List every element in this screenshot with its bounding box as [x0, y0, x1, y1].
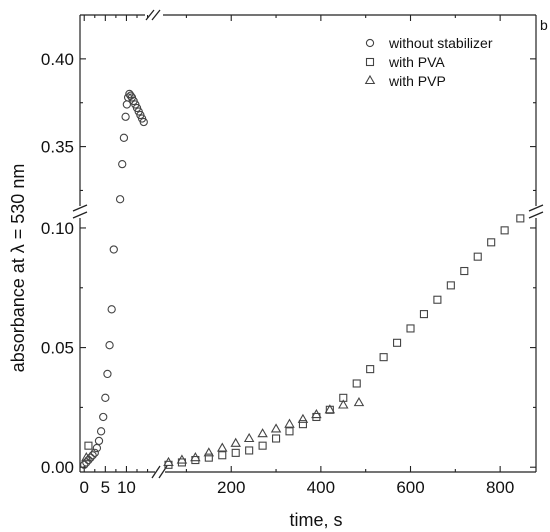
x-axis-title: time, s	[289, 510, 342, 530]
data-point-with-pva	[285, 427, 294, 436]
data-point-with-pva	[218, 451, 227, 460]
data-point-with-pvp	[176, 454, 188, 464]
data-point-without-stabilizer	[115, 195, 125, 204]
y-tick-label: 0.05	[41, 339, 74, 358]
data-point-with-pva	[84, 441, 93, 450]
tick-labels: 0 5 10 200 400 600 800 0.00 0.05 0.10 0.35 0.40	[41, 50, 514, 497]
data-point-without-stabilizer	[80, 460, 89, 469]
data-point-without-stabilizer	[109, 245, 118, 254]
data-point-with-pva	[433, 295, 442, 304]
x-tick-label: 0	[79, 478, 88, 497]
data-point-without-stabilizer	[86, 453, 95, 462]
x-tick-label: 10	[117, 478, 136, 497]
y-tick-label: 0.35	[41, 138, 74, 157]
legend: without stabilizer with PVA with PVP	[364, 35, 493, 89]
data-point-with-pvp	[163, 456, 174, 466]
data-point-without-stabilizer	[96, 427, 106, 436]
data-point-with-pvp	[257, 428, 268, 438]
data-point-with-pvp	[203, 447, 215, 457]
x-break-mark-top	[145, 9, 155, 21]
data-point-with-pvp	[338, 399, 349, 409]
data-point-with-pva	[487, 238, 496, 247]
data-point-with-pva	[393, 338, 402, 347]
data-point-with-pva	[366, 365, 375, 374]
y-axis-title: absorbance at λ = 530 nm	[8, 164, 28, 373]
data-point-without-stabilizer	[103, 369, 112, 379]
x-break-mark-bottom	[151, 465, 161, 479]
legend-item-with-pva: with PVA	[365, 54, 445, 70]
panel-letter: b	[540, 17, 548, 33]
data-points	[80, 89, 525, 469]
data-point-with-pvp	[324, 404, 336, 414]
y-break-mark-right	[528, 204, 544, 212]
data-point-with-pva	[258, 441, 267, 450]
data-point-with-pva	[500, 226, 509, 235]
data-point-with-pva	[473, 252, 482, 261]
data-point-with-pva	[516, 214, 525, 223]
data-point-with-pvp	[217, 442, 228, 452]
legend-label-with-pva: with PVA	[388, 54, 445, 70]
data-point-with-pva	[419, 310, 429, 319]
data-point-with-pvp	[353, 397, 365, 407]
data-point-with-pva	[271, 434, 281, 443]
plot-frame	[72, 9, 544, 479]
y-break-mark-right	[528, 211, 544, 219]
y-tick-label: 0.10	[41, 219, 74, 238]
data-point-with-pvp	[243, 432, 255, 443]
data-point-without-stabilizer	[88, 451, 97, 460]
data-point-with-pva	[406, 324, 415, 333]
data-point-with-pvp	[284, 418, 295, 428]
data-point-with-pvp	[270, 423, 282, 433]
data-point-with-pva	[204, 453, 213, 462]
data-point-without-stabilizer	[105, 341, 114, 350]
data-point-with-pva	[352, 379, 361, 388]
data-point-with-pvp	[297, 413, 309, 423]
data-point-without-stabilizer	[101, 393, 110, 402]
data-point-without-stabilizer	[119, 133, 129, 142]
legend-label-without-stabilizer: without stabilizer	[388, 35, 493, 51]
data-point-without-stabilizer	[107, 305, 116, 314]
data-point-without-stabilizer	[82, 458, 91, 467]
data-point-with-pva	[298, 420, 307, 429]
data-point-without-stabilizer	[118, 159, 127, 169]
data-point-with-pva	[245, 446, 254, 455]
y-tick-label: 0.00	[41, 458, 74, 477]
legend-item-with-pvp: with PVP	[364, 73, 446, 89]
legend-triangle-marker	[364, 74, 376, 85]
x-tick-label: 800	[486, 478, 514, 497]
data-point-without-stabilizer	[122, 100, 132, 109]
y-break-mark-left	[72, 211, 88, 219]
y-break-mark-left	[72, 204, 88, 212]
x-tick-label: 200	[217, 478, 245, 497]
x-break-mark-top	[151, 9, 161, 21]
data-point-without-stabilizer	[99, 412, 108, 422]
data-point-with-pva	[460, 266, 469, 276]
data-point-with-pvp	[311, 408, 322, 419]
data-point-with-pva	[446, 281, 455, 290]
y-tick-label: 0.40	[41, 50, 74, 69]
data-point-without-stabilizer	[121, 112, 130, 121]
data-point-without-stabilizer	[94, 436, 104, 446]
data-point-with-pvp	[230, 437, 241, 447]
legend-label-with-pvp: with PVP	[388, 73, 446, 89]
x-tick-label: 5	[101, 478, 110, 497]
x-tick-label: 400	[307, 478, 335, 497]
data-point-without-stabilizer	[139, 117, 148, 127]
legend-item-without-stabilizer: without stabilizer	[365, 35, 493, 51]
legend-square-marker	[365, 57, 375, 67]
x-tick-label: 600	[396, 478, 424, 497]
legend-circle-marker	[365, 38, 375, 48]
axis-ticks	[80, 15, 536, 472]
data-point-with-pva	[231, 448, 240, 457]
data-point-without-stabilizer	[90, 448, 99, 458]
data-point-without-stabilizer	[92, 443, 102, 453]
data-point-with-pvp	[190, 452, 201, 462]
data-point-with-pva	[379, 353, 388, 362]
data-point-with-pvp	[81, 452, 92, 462]
